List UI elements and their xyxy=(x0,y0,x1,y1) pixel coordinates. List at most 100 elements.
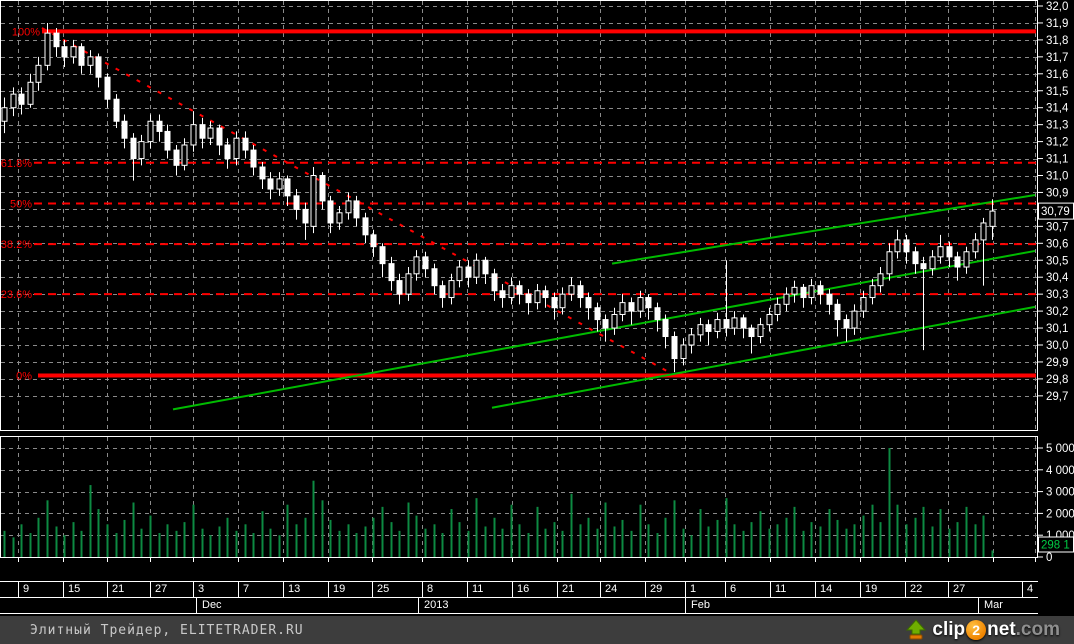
month-label: 2013 xyxy=(424,599,449,611)
month-divider xyxy=(418,598,419,613)
svg-text:4 000: 4 000 xyxy=(1046,465,1074,477)
svg-text:2 000: 2 000 xyxy=(1046,508,1074,520)
day-tick xyxy=(63,582,64,597)
day-tick xyxy=(283,582,284,597)
svg-text:31,0: 31,0 xyxy=(1046,171,1068,183)
svg-text:0: 0 xyxy=(1046,552,1052,564)
main-pane-frame xyxy=(0,0,1038,431)
day-label: 19 xyxy=(865,583,878,595)
logo-net: net xyxy=(987,619,1016,640)
main-grid xyxy=(1,1,1037,430)
svg-text:30,3: 30,3 xyxy=(1046,289,1068,301)
day-label: 16 xyxy=(517,583,530,595)
logo-clip: clip xyxy=(932,619,966,640)
svg-text:100%: 100% xyxy=(12,26,40,38)
day-label: 1 xyxy=(690,583,697,595)
day-label: 27 xyxy=(953,583,966,595)
price-axis: 32,0 31,9 31,8 31,7 31,6 31,5 31,4 31,3 31,2 31,1… xyxy=(1037,1,1074,403)
svg-text:31,1: 31,1 xyxy=(1046,154,1068,166)
day-label: 8 xyxy=(427,583,434,595)
day-label: 21 xyxy=(562,583,575,595)
day-label: 6 xyxy=(730,583,737,595)
day-tick xyxy=(150,582,151,597)
svg-text:31,3: 31,3 xyxy=(1046,120,1068,132)
channel-lines xyxy=(172,194,1036,411)
day-tick xyxy=(193,582,194,597)
month-row: Dec 2013 Feb Mar xyxy=(0,597,1038,614)
day-tick xyxy=(372,582,373,597)
svg-text:30,1: 30,1 xyxy=(1046,323,1068,335)
status-text: Элитный Трейдер, ELITETRADER.RU xyxy=(30,622,304,638)
fibonacci-levels: 100% 61.8% 50% 38.2% 23.6% 0% xyxy=(1,26,1036,383)
svg-text:30,7: 30,7 xyxy=(1046,221,1068,233)
current-price-label: 30,79 xyxy=(1041,206,1070,218)
svg-text:23.6%: 23.6% xyxy=(1,289,32,301)
candles-layer xyxy=(1,22,996,373)
current-volume-label: 298 1 xyxy=(1041,540,1070,552)
day-label: 13 xyxy=(288,583,301,595)
day-tick xyxy=(328,582,329,597)
day-label: 7 xyxy=(243,583,250,595)
day-label: 21 xyxy=(112,583,125,595)
day-tick xyxy=(512,582,513,597)
month-divider xyxy=(196,598,197,613)
day-tick xyxy=(238,582,239,597)
month-divider xyxy=(685,598,686,613)
day-tick-row: 9 15 21 27 3 7 13 19 25 8 11 16 21 24 29 1 6 11 14 19 22 27 4 xyxy=(0,581,1038,597)
svg-text:30,9: 30,9 xyxy=(1046,187,1068,199)
day-label: 24 xyxy=(605,583,618,595)
day-label: 25 xyxy=(377,583,390,595)
month-divider xyxy=(978,598,979,613)
day-label: 3 xyxy=(198,583,205,595)
date-axis: 9 15 21 27 3 7 13 19 25 8 11 16 21 24 29 1 6 11 14 19 22 27 4 … xyxy=(0,581,1038,614)
status-bar: Элитный Трейдер, ELITETRADER.RU clip 2 net… xyxy=(0,616,1074,644)
svg-text:31,4: 31,4 xyxy=(1046,103,1069,115)
svg-text:30,2: 30,2 xyxy=(1046,306,1068,318)
day-tick xyxy=(860,582,861,597)
day-label: 27 xyxy=(155,583,168,595)
svg-text:32,0: 32,0 xyxy=(1046,1,1068,13)
day-tick xyxy=(422,582,423,597)
day-tick xyxy=(467,582,468,597)
svg-text:50%: 50% xyxy=(10,198,32,210)
svg-text:0%: 0% xyxy=(16,371,32,383)
svg-text:31,6: 31,6 xyxy=(1046,69,1068,81)
day-tick xyxy=(905,582,906,597)
day-tick xyxy=(18,582,19,597)
svg-text:31,9: 31,9 xyxy=(1046,18,1068,30)
svg-text:30,0: 30,0 xyxy=(1046,340,1068,352)
svg-text:29,9: 29,9 xyxy=(1046,357,1068,369)
svg-text:30,6: 30,6 xyxy=(1046,238,1068,250)
clip2net-watermark[interactable]: clip 2 net .com xyxy=(905,619,1060,641)
day-label: 4 xyxy=(1027,583,1034,595)
svg-text:38.2%: 38.2% xyxy=(1,239,32,251)
month-label: Mar xyxy=(984,599,1003,611)
day-tick xyxy=(815,582,816,597)
upload-arrow-icon xyxy=(906,619,927,640)
main-price-pane[interactable]: 100% 61.8% 50% 38.2% 23.6% 0% 32,0 31,9 31,8 31,7… xyxy=(0,0,1074,436)
svg-text:5 000: 5 000 xyxy=(1046,443,1074,455)
svg-text:29,8: 29,8 xyxy=(1046,374,1068,386)
month-label: Dec xyxy=(202,599,222,611)
day-tick xyxy=(557,582,558,597)
day-tick xyxy=(725,582,726,597)
logo-2-badge: 2 xyxy=(966,620,987,640)
day-label: 19 xyxy=(333,583,346,595)
svg-text:29,7: 29,7 xyxy=(1046,391,1068,403)
day-label: 22 xyxy=(910,583,923,595)
day-tick xyxy=(770,582,771,597)
svg-text:3 000: 3 000 xyxy=(1046,487,1074,499)
svg-text:61.8%: 61.8% xyxy=(1,158,32,170)
volume-pane-frame xyxy=(0,436,1038,558)
svg-text:30,4: 30,4 xyxy=(1046,272,1069,284)
day-label: 11 xyxy=(472,583,484,595)
svg-text:31,5: 31,5 xyxy=(1046,86,1068,98)
day-tick xyxy=(685,582,686,597)
svg-text:31,2: 31,2 xyxy=(1046,137,1068,149)
day-label: 29 xyxy=(650,583,663,595)
day-tick xyxy=(1022,582,1023,597)
day-label: 14 xyxy=(820,583,833,595)
